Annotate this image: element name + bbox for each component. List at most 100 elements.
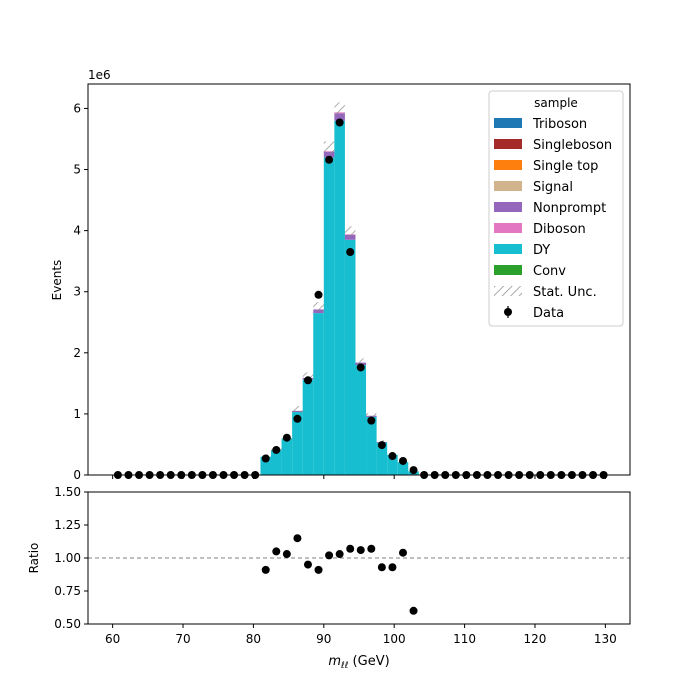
stacked-bars bbox=[260, 112, 419, 475]
legend-label: Single top bbox=[533, 159, 598, 174]
data-point bbox=[346, 248, 355, 257]
y-tick-label: 6 bbox=[73, 101, 81, 115]
ratio-y-axis-label: Ratio bbox=[27, 543, 41, 574]
bar-dy bbox=[260, 456, 272, 475]
bar-dy bbox=[271, 449, 282, 475]
legend-item: DY bbox=[494, 243, 550, 258]
data-point bbox=[261, 454, 270, 463]
data-point bbox=[335, 118, 344, 127]
legend-swatch bbox=[494, 244, 522, 254]
x-tick-label: 130 bbox=[594, 632, 617, 646]
legend-title: sample bbox=[534, 96, 578, 110]
ratio-point bbox=[293, 534, 302, 543]
bar-dy bbox=[344, 239, 356, 475]
stat-unc-band bbox=[302, 372, 314, 380]
legend: sample Triboson Singleboson Single top Sign… bbox=[488, 90, 624, 327]
ratio-point bbox=[335, 550, 344, 559]
stat-unc-band bbox=[344, 226, 356, 237]
main-panel: 0 1 2 3 4 5 6 1e6 Events sample Triboson Single… bbox=[50, 68, 631, 482]
legend-label: Conv bbox=[533, 264, 566, 279]
legend-item: Triboson bbox=[494, 117, 587, 132]
main-axes-frame bbox=[87, 83, 631, 476]
ratio-point bbox=[409, 606, 418, 615]
legend-items: Triboson Singleboson Single top Signal Nonpr… bbox=[494, 117, 612, 321]
y-tick-label: 5 bbox=[73, 163, 81, 177]
y-tick-label: 0 bbox=[73, 468, 81, 482]
data-point bbox=[293, 414, 302, 423]
data-point bbox=[377, 441, 386, 450]
ratio-point bbox=[261, 565, 270, 574]
main-x-ticks bbox=[112, 475, 606, 479]
bar-dy bbox=[313, 313, 324, 475]
legend-swatch bbox=[494, 118, 522, 128]
legend-label: Data bbox=[533, 306, 564, 321]
stat-unc-band bbox=[355, 358, 367, 364]
data-point bbox=[272, 445, 281, 454]
legend-label: Nonprompt bbox=[533, 201, 606, 216]
legend-label: Stat. Unc. bbox=[533, 285, 597, 300]
bar-dy bbox=[397, 462, 409, 475]
ratio-y-ticks: 0.50 0.75 1.00 1.25 1.50 bbox=[54, 485, 88, 631]
legend-item: Nonprompt bbox=[494, 201, 606, 216]
legend-swatch-stat-unc bbox=[494, 286, 522, 296]
bar-nonprompt bbox=[344, 234, 356, 240]
y-tick-label: 2 bbox=[73, 346, 81, 360]
legend-marker-data bbox=[504, 308, 512, 316]
legend-swatch bbox=[494, 139, 522, 149]
data-point bbox=[388, 452, 397, 461]
legend-item: Stat. Unc. bbox=[494, 285, 597, 300]
ratio-point bbox=[346, 544, 355, 553]
x-tick-label: 110 bbox=[453, 632, 476, 646]
legend-label: Diboson bbox=[533, 222, 586, 237]
data-point bbox=[282, 433, 291, 442]
bar-dy bbox=[292, 412, 303, 475]
main-y-axis-label: Events bbox=[50, 260, 64, 301]
y-tick-label: 4 bbox=[73, 224, 81, 238]
bar-dy bbox=[366, 416, 377, 475]
ratio-point bbox=[356, 546, 365, 555]
legend-frame bbox=[488, 90, 624, 327]
bar-dy bbox=[376, 442, 388, 475]
x-tick-label: 120 bbox=[524, 632, 547, 646]
bar-dy bbox=[355, 365, 367, 475]
ratio-y-tick-label: 1.25 bbox=[54, 518, 81, 532]
x-axis-label: mℓℓ (GeV) bbox=[328, 654, 389, 671]
data-point bbox=[409, 466, 418, 475]
ratio-y-tick-label: 0.50 bbox=[54, 617, 81, 631]
stat-unc-band bbox=[313, 302, 324, 312]
ratio-point bbox=[303, 560, 312, 569]
y-tick-label: 3 bbox=[73, 285, 81, 299]
main-y-ticks: 0 1 2 3 4 5 6 bbox=[73, 101, 88, 482]
legend-item: Single top bbox=[494, 159, 598, 174]
bar-dy bbox=[387, 454, 398, 475]
data-point bbox=[367, 416, 376, 425]
stat-unc-band bbox=[323, 141, 335, 155]
legend-item: Conv bbox=[494, 264, 566, 279]
ratio-points bbox=[261, 534, 418, 615]
x-tick-label: 100 bbox=[383, 632, 406, 646]
ratio-axes-frame bbox=[87, 491, 631, 625]
x-tick-label: 90 bbox=[316, 632, 331, 646]
bar-dy bbox=[334, 120, 345, 475]
bar-nonprompt bbox=[323, 151, 335, 158]
x-tick-label: 80 bbox=[246, 632, 261, 646]
legend-label: DY bbox=[533, 243, 550, 258]
legend-swatch bbox=[494, 223, 522, 233]
ratio-x-ticks: 60 70 80 90 100 110 120 130 bbox=[105, 624, 617, 646]
ratio-y-tick-label: 1.50 bbox=[54, 485, 81, 499]
ratio-point bbox=[282, 550, 291, 559]
data-point bbox=[303, 376, 312, 385]
legend-item: Diboson bbox=[494, 222, 586, 237]
legend-item: Signal bbox=[494, 180, 573, 195]
ratio-y-tick-label: 0.75 bbox=[54, 584, 81, 598]
ratio-point bbox=[367, 544, 376, 553]
x-tick-label: 70 bbox=[175, 632, 190, 646]
legend-swatch bbox=[494, 160, 522, 170]
stat-unc-band bbox=[366, 413, 377, 417]
ratio-y-tick-label: 1.00 bbox=[54, 551, 81, 565]
legend-swatch bbox=[494, 265, 522, 275]
y-tick-label: 1 bbox=[73, 407, 81, 421]
legend-label: Singleboson bbox=[533, 138, 612, 153]
ratio-point bbox=[377, 563, 386, 572]
